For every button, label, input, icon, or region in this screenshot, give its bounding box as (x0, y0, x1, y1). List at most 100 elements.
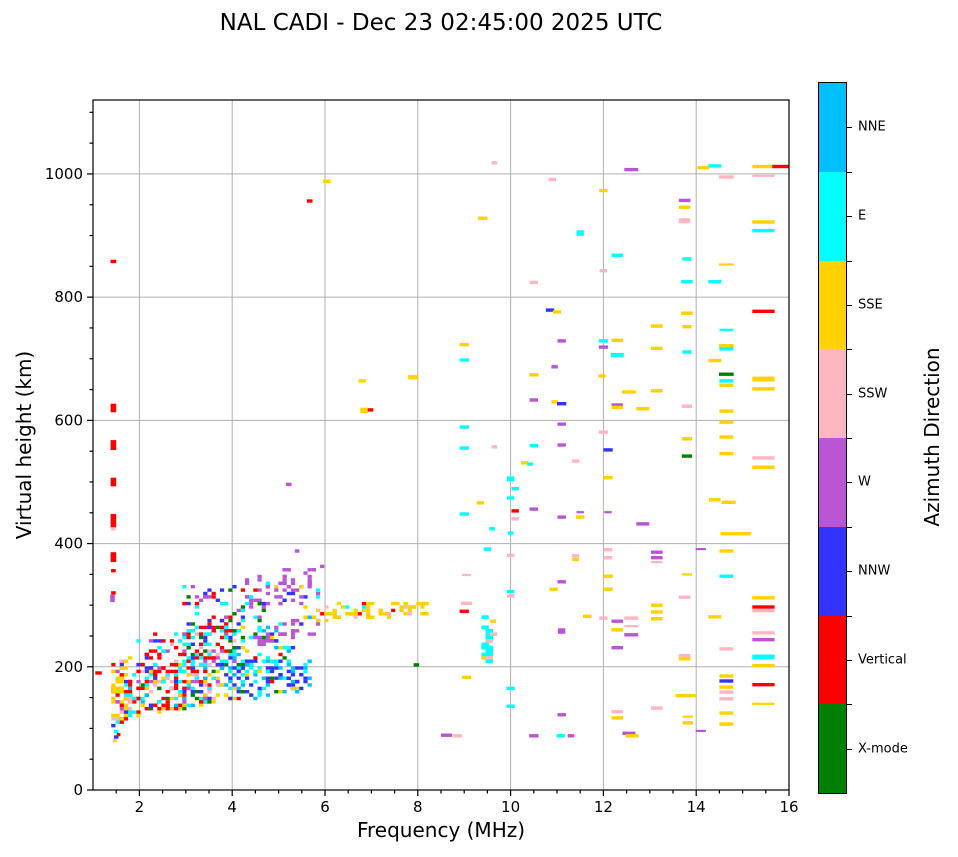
scatter-point (257, 629, 262, 633)
scatter-point (186, 683, 191, 687)
scatter-point (278, 673, 283, 677)
scatter-point (678, 198, 691, 203)
scatter-point (278, 595, 283, 599)
scatter-point (370, 601, 375, 606)
scatter-point (603, 587, 613, 591)
scatter-point (245, 581, 250, 585)
colorbar-tick-label: X-mode (858, 741, 908, 757)
scatter-point (228, 696, 233, 701)
scatter-point (603, 448, 613, 452)
scatter-point (123, 693, 129, 697)
scatter-point (520, 461, 529, 465)
scatter-point (361, 601, 367, 606)
x-tick-label: 2 (135, 798, 145, 816)
scatter-point (119, 703, 124, 707)
scatter-point (324, 618, 329, 623)
scatter-point (571, 459, 580, 463)
scatter-point (186, 703, 191, 707)
scatter-point (636, 522, 650, 526)
scatter-point (719, 328, 734, 331)
scatter-point (752, 309, 775, 313)
scatter-point (320, 564, 325, 569)
scatter-point (257, 642, 262, 646)
scatter-point (111, 527, 116, 531)
scatter-point (211, 625, 216, 630)
scatter-point (219, 649, 225, 653)
scatter-point (174, 646, 179, 650)
scatter-point (576, 515, 585, 519)
scatter-point (551, 400, 558, 404)
scatter-point (603, 556, 613, 560)
scatter-point (265, 635, 270, 640)
scatter-point (232, 666, 237, 670)
scatter-point (240, 605, 245, 609)
scatter-point (332, 612, 337, 616)
scatter-point (186, 642, 191, 646)
scatter-point (228, 649, 233, 653)
scatter-point (186, 686, 191, 691)
scatter-point (203, 642, 208, 646)
scatter-point (295, 588, 300, 592)
scatter-point (407, 612, 412, 616)
scatter-point (420, 612, 425, 616)
scatter-point (182, 659, 187, 663)
scatter-point (557, 339, 566, 343)
scatter-point (232, 612, 237, 616)
scatter-point (199, 625, 204, 630)
scatter-point (232, 646, 237, 650)
scatter-point (232, 652, 237, 657)
scatter-point (303, 679, 308, 684)
scatter-point (186, 659, 191, 663)
scatter-point (708, 615, 722, 619)
scatter-point (403, 605, 408, 609)
scatter-point (265, 581, 270, 585)
scatter-point (282, 622, 287, 626)
scatter-point (265, 659, 270, 663)
scatter-point (366, 612, 371, 616)
scatter-point (261, 659, 266, 663)
scatter-point (752, 174, 775, 177)
chart-title: NAL CADI - Dec 23 02:45:00 2025 UTC (219, 10, 663, 36)
scatter-point (232, 656, 237, 660)
colorbar-boundary-tick (847, 526, 852, 528)
scatter-point (194, 656, 199, 660)
colorbar-boundary-tick (847, 615, 852, 617)
scatter-point (366, 615, 371, 619)
scatter-point (681, 280, 693, 284)
colorbar-tick-label: SSE (858, 297, 883, 313)
scatter-point (123, 690, 129, 694)
scatter-point (190, 690, 195, 694)
scatter-point (483, 547, 492, 551)
scatter-point (257, 639, 262, 643)
scatter-point (622, 731, 636, 735)
scatter-point (224, 649, 229, 653)
scatter-point (169, 707, 174, 711)
scatter-point (286, 669, 291, 674)
scatter-point (611, 253, 624, 257)
scatter-point (557, 422, 566, 426)
scatter-point (506, 496, 515, 500)
scatter-point (583, 614, 592, 618)
scatter-point (178, 639, 183, 643)
colorbar-tick (847, 571, 852, 573)
scatter-point (228, 666, 233, 670)
scatter-point (157, 679, 162, 684)
scatter-point (113, 735, 119, 739)
scatter-point (136, 686, 141, 691)
scatter-point (551, 365, 558, 369)
scatter-point (119, 666, 124, 670)
scatter-point (752, 631, 775, 635)
scatter-point (274, 639, 279, 643)
scatter-point (282, 578, 287, 582)
scatter-point (236, 666, 241, 670)
scatter-point (144, 676, 149, 680)
scatter-point (190, 656, 195, 660)
scatter-point (186, 632, 191, 636)
scatter-point (211, 659, 216, 663)
scatter-point (253, 615, 258, 619)
scatter-point (219, 618, 225, 623)
scatter-point (182, 686, 187, 691)
scatter-point (182, 642, 187, 646)
scatter-point (718, 372, 734, 376)
scatter-point (224, 683, 229, 687)
